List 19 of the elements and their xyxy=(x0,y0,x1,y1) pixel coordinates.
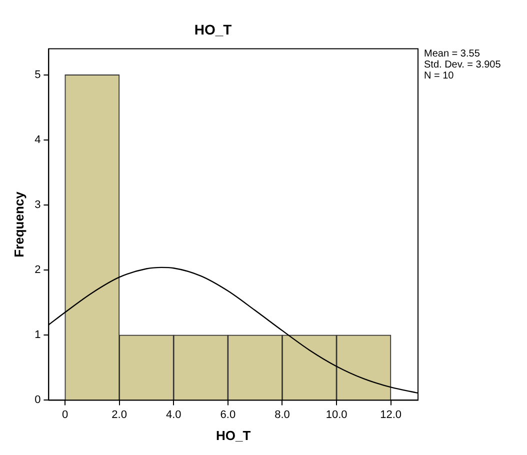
x-tick-label: 2.0 xyxy=(112,408,127,421)
x-tick-label: 0 xyxy=(62,408,68,421)
y-tick-label: 3 xyxy=(34,199,41,212)
chart-title: HO_T xyxy=(194,21,232,38)
y-axis-title: Frequency xyxy=(11,190,26,258)
text: Mean = 3.55 xyxy=(424,48,480,60)
y-tick-label: 4 xyxy=(34,134,41,146)
text: N = 10 xyxy=(424,70,454,82)
y-tick-label: 1 xyxy=(34,329,41,342)
x-tick-label: 12.0 xyxy=(380,408,402,421)
text: Std. Dev. = 3.905 xyxy=(424,60,502,71)
x-axis-title: HO_T xyxy=(216,428,251,443)
y-tick-label: 2 xyxy=(34,264,41,276)
x-tick-label: 4.0 xyxy=(166,408,182,421)
x-tick-label: 10.0 xyxy=(326,408,348,421)
x-tick-label: 8.0 xyxy=(274,408,290,421)
y-tick-label: 5 xyxy=(34,68,41,81)
x-tick-label: 6.0 xyxy=(220,408,236,421)
y-tick-label: 0 xyxy=(34,394,41,406)
